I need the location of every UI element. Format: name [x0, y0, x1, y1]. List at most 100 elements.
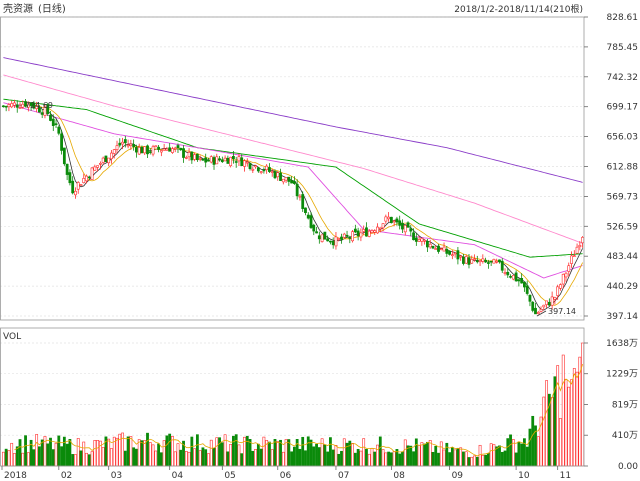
volume-bar [304, 450, 307, 467]
volume-bar [570, 379, 573, 467]
volume-bar [137, 439, 141, 467]
candle-body [240, 157, 244, 167]
candle-body [215, 156, 219, 165]
volume-bar [179, 449, 183, 467]
candle-body [464, 256, 468, 264]
volume-bar [312, 446, 316, 467]
candle-body [506, 271, 510, 276]
volume-bar [32, 449, 36, 467]
price-tick-label: 397.14 [607, 312, 639, 322]
candle-body [359, 232, 363, 238]
candle-body [209, 156, 213, 163]
price-tick-label: 699.17 [607, 103, 639, 113]
candle-body [4, 105, 8, 108]
volume-bar [168, 433, 172, 467]
candle-body [373, 230, 377, 233]
candle-body [545, 300, 548, 305]
candle-body [495, 260, 499, 263]
volume-bar [195, 434, 199, 467]
volume-bar [96, 439, 100, 467]
ma60-line [3, 74, 583, 244]
volume-bar [403, 439, 407, 467]
month-axis: 2018 02 03 04 05 06 07 08 09 10 11 [1, 466, 571, 481]
volume-bar [564, 379, 568, 467]
volume-bar [279, 439, 282, 467]
candle-body [320, 234, 324, 242]
volume-bar [268, 441, 271, 467]
candle-body [15, 105, 19, 108]
volume-bar [453, 449, 457, 467]
candle-body [414, 237, 418, 242]
candle-body [426, 241, 429, 248]
volume-label: VOL [3, 332, 21, 342]
month-tick-label: 07 [338, 471, 349, 481]
candle-body [295, 183, 299, 197]
volume-bar [57, 435, 61, 467]
volume-bar [326, 451, 330, 467]
volume-bar [561, 354, 565, 467]
candle-body [40, 112, 44, 115]
volume-bar [417, 444, 421, 467]
candle-body [218, 158, 221, 161]
volume-bar [306, 436, 310, 467]
price-tick-label: 440.29 [607, 282, 639, 292]
volume-bar [207, 453, 210, 467]
candle-body [581, 237, 585, 244]
volume-bar [448, 452, 451, 467]
volume-bar [165, 435, 169, 467]
candle-body [450, 254, 454, 256]
candle-body [351, 231, 354, 242]
volume-bar [489, 443, 493, 467]
volume-bar [439, 441, 443, 467]
volume-tick-label: 819万 [612, 401, 638, 411]
volume-bar [359, 450, 363, 467]
candle-body [534, 307, 537, 315]
candle-body [572, 255, 576, 257]
volume-bar [301, 436, 305, 467]
volume-bar [434, 445, 438, 467]
period-label: (日线) [38, 2, 66, 15]
candle-body [46, 104, 50, 114]
candle-body [165, 148, 169, 151]
candle-body [245, 161, 249, 164]
candle-body [123, 139, 127, 144]
candle-body [428, 243, 432, 248]
volume-bar [262, 436, 266, 467]
volume-bar [525, 446, 529, 467]
volume-bar [340, 450, 343, 467]
volume-bar [362, 438, 366, 467]
volume-bar [38, 446, 41, 467]
volume-bar [315, 443, 318, 467]
candle-body [437, 245, 440, 252]
candle-body [148, 151, 152, 153]
volume-bar [82, 441, 86, 467]
date-range-label: 2018/1/2-2018/11/14(210根) [454, 3, 583, 15]
volume-bar [323, 444, 327, 467]
volume-bar [492, 444, 496, 467]
candle-body [179, 147, 183, 151]
volume-axis: 1638万 1229万 819万 410万 0.00 [584, 339, 638, 472]
volume-bar [65, 443, 69, 467]
volume-bar [384, 452, 388, 467]
candle-body [409, 228, 413, 232]
candle-body [403, 225, 407, 233]
volume-bar [4, 448, 8, 467]
candle-body [331, 241, 335, 246]
volume-bar [237, 444, 241, 467]
volume-bar [353, 452, 357, 467]
candle-body [220, 159, 224, 163]
candle-body [146, 145, 149, 155]
candle-body [54, 123, 58, 125]
volume-bar [154, 450, 158, 467]
volume-bar [110, 448, 113, 467]
candle-body [190, 151, 194, 161]
volume-bar [506, 438, 510, 467]
volume-bar [162, 440, 166, 467]
volume-bar [329, 437, 332, 467]
candle-body [129, 143, 133, 146]
candle-body [389, 216, 393, 224]
volume-tick-label: 0.00 [618, 462, 638, 472]
candle-body [561, 273, 565, 285]
candle-body [381, 223, 385, 229]
